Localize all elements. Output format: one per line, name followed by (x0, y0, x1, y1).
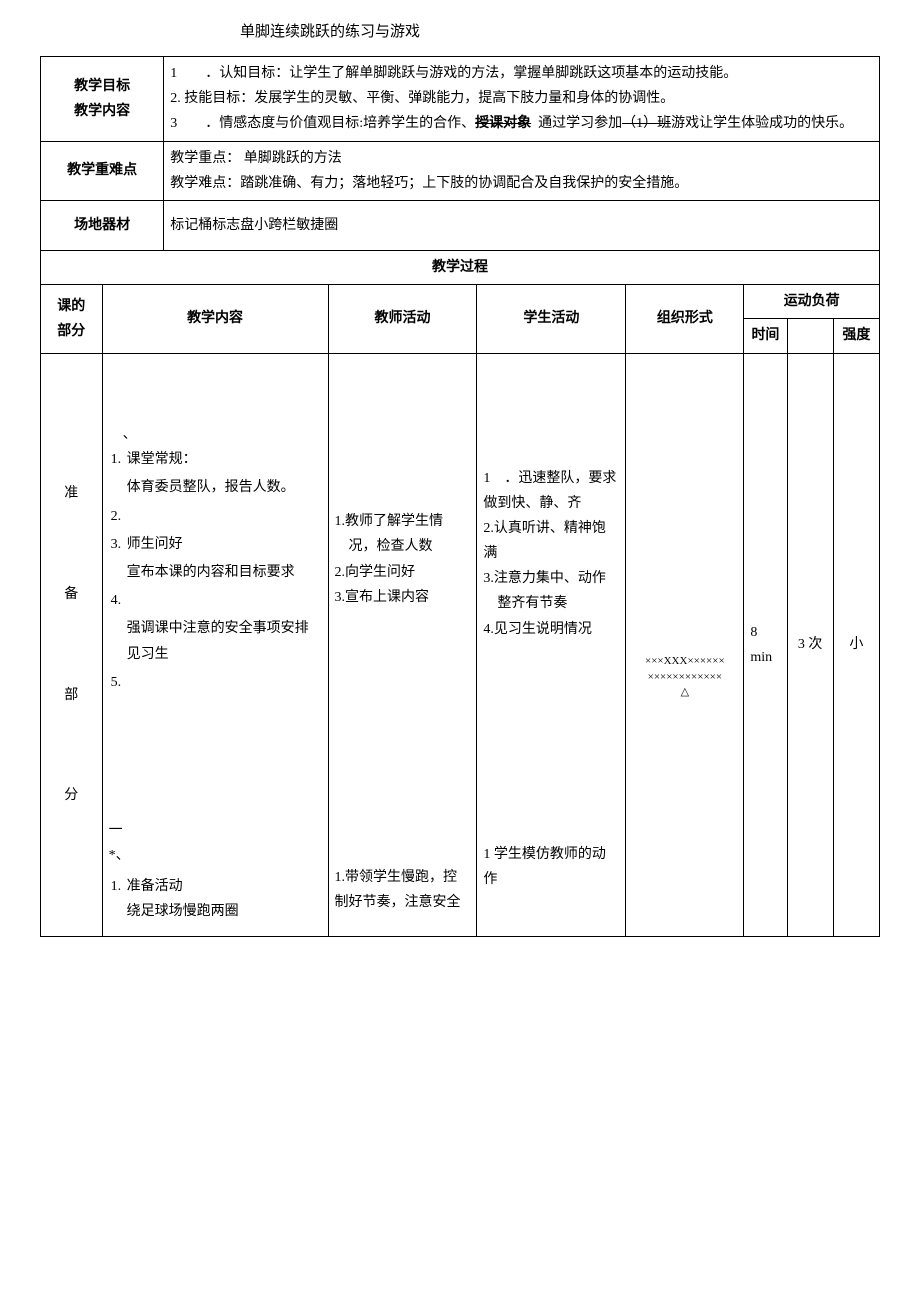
prep-row: 准 备 部 分 、 1.课堂常规： 体育委员整队，报告人数。 2. 3.师生问好… (41, 353, 880, 937)
col-teacher: 教师活动 (328, 285, 477, 353)
col-count (787, 319, 833, 353)
prep-part-label: 准 备 部 分 (41, 353, 103, 937)
col-content: 教学内容 (102, 285, 328, 353)
goal-1-num: 1 (170, 66, 177, 81)
goal-3-num: 3 (170, 116, 177, 131)
c1-t1: 课堂常规： (127, 447, 322, 472)
teacher1-l3: 3.宣布上课内容 (335, 585, 471, 610)
student1-n1: 1 (483, 471, 490, 486)
teacher2-l1: 1.带领学生慢跑，控制好节奏，注意安全 (335, 865, 471, 915)
prep-count: 3 次 (787, 353, 833, 937)
c1-n2: 2. (111, 504, 127, 529)
equipment-row: 场地器材 标记桶标志盘小跨栏敏捷圈 (41, 200, 880, 250)
goal-3-text: ．情感态度与价值观目标:培养学生的合作、 (205, 116, 475, 131)
col-student: 学生活动 (477, 285, 626, 353)
goal-2: 2. 技能目标：发展学生的灵敏、平衡、弹跳能力，提高下肢力量和身体的协调性。 (170, 86, 873, 111)
process-header-row: 教学过程 (41, 250, 880, 284)
goal-3-middle: 通过学习参加 (538, 116, 622, 131)
c1-n4: 4. (111, 588, 127, 613)
c1-t1b: 体育委员整队，报告人数。 (127, 475, 322, 500)
focus-line2: 教学难点：踏跳准确、有力；落地轻巧；上下肢的协调配合及自我保护的安全措施。 (170, 171, 873, 196)
goal-3-overlay1: 授课对象 (475, 116, 531, 131)
prep-teacher: 1.教师了解学生情况，检查人数 2.向学生问好 3.宣布上课内容 1.带领学生慢… (328, 353, 477, 937)
formation-l1: ×××XXX×××××× (632, 654, 737, 669)
c1-t4: 强调课中注意的安全事项安排见习生 (127, 616, 322, 666)
page-title: 单脚连续跳跃的练习与游戏 (240, 20, 880, 41)
goal-3-end: 游戏让学生体验成功的快乐。 (671, 116, 853, 131)
teacher1-l2: 2.向学生问好 (335, 560, 471, 585)
c1-n5: 5. (111, 670, 127, 695)
c1-n1: 1. (111, 447, 127, 472)
goal-3-overlay2: （1）班 (622, 116, 671, 131)
col-format: 组织形式 (626, 285, 744, 353)
c2-t1: 绕足球场慢跑两圈 (127, 904, 239, 919)
goals-row: 教学目标 教学内容 1 ．认知目标：让学生了解单脚跳跃与游戏的方法，掌握单脚跳跃… (41, 57, 880, 142)
c1-n3: 3. (111, 532, 127, 557)
c1-t3: 师生问好 (127, 532, 322, 557)
content2-sep: 一*、 (109, 818, 322, 868)
student1-l4: 4.见习生说明情况 (483, 617, 619, 642)
process-header: 教学过程 (41, 250, 880, 284)
student1-l2: 2.认真听讲、精神饱满 (483, 516, 619, 566)
student2-l1: 1 学生模仿教师的动作 (483, 842, 619, 892)
formation-l2: ×××××××××××× (632, 670, 737, 685)
column-header-row-1: 课的 部分 教学内容 教师活动 学生活动 组织形式 运动负荷 (41, 285, 880, 319)
equipment-label: 场地器材 (41, 200, 164, 250)
c2-n1: 1. (111, 874, 127, 924)
equipment-content: 标记桶标志盘小跨栏敏捷圈 (164, 200, 880, 250)
prep-intensity: 小 (833, 353, 879, 937)
focus-line1: 教学重点： 单脚跳跃的方法 (170, 146, 873, 171)
lesson-plan-table: 教学目标 教学内容 1 ．认知目标：让学生了解单脚跳跃与游戏的方法，掌握单脚跳跃… (40, 56, 880, 937)
prep-content: 、 1.课堂常规： 体育委员整队，报告人数。 2. 3.师生问好 宣布本课的内容… (102, 353, 328, 937)
c1-t3b: 宣布本课的内容和目标要求 (127, 560, 322, 585)
content-header: 、 (123, 422, 322, 447)
formation-l3: △ (632, 685, 737, 700)
teacher1-l1: 1.教师了解学生情况，检查人数 (335, 509, 471, 559)
focus-label: 教学重难点 (41, 141, 164, 200)
prep-format: ×××XXX×××××× ×××××××××××× △ (626, 353, 744, 937)
col-part: 课的 部分 (41, 285, 103, 353)
c2-header: 准备活动 (127, 879, 183, 894)
col-load: 运动负荷 (744, 285, 880, 319)
col-intensity: 强度 (833, 319, 879, 353)
goal-1-text: ．认知目标：让学生了解单脚跳跃与游戏的方法，掌握单脚跳跃这项基本的运动技能。 (205, 66, 737, 81)
prep-time: 8 min (744, 353, 787, 937)
student1-t1: ．迅速整队，要求做到快、静、齐 (483, 471, 616, 511)
col-time: 时间 (744, 319, 787, 353)
focus-content: 教学重点： 单脚跳跃的方法 教学难点：踏跳准确、有力；落地轻巧；上下肢的协调配合… (164, 141, 880, 200)
student1-l3: 3.注意力集中、动作整齐有节奏 (483, 566, 619, 616)
goals-content: 1 ．认知目标：让学生了解单脚跳跃与游戏的方法，掌握单脚跳跃这项基本的运动技能。… (164, 57, 880, 142)
prep-student: 1 ．迅速整队，要求做到快、静、齐 2.认真听讲、精神饱满 3.注意力集中、动作… (477, 353, 626, 937)
focus-row: 教学重难点 教学重点： 单脚跳跃的方法 教学难点：踏跳准确、有力；落地轻巧；上下… (41, 141, 880, 200)
goals-label: 教学目标 教学内容 (41, 57, 164, 142)
